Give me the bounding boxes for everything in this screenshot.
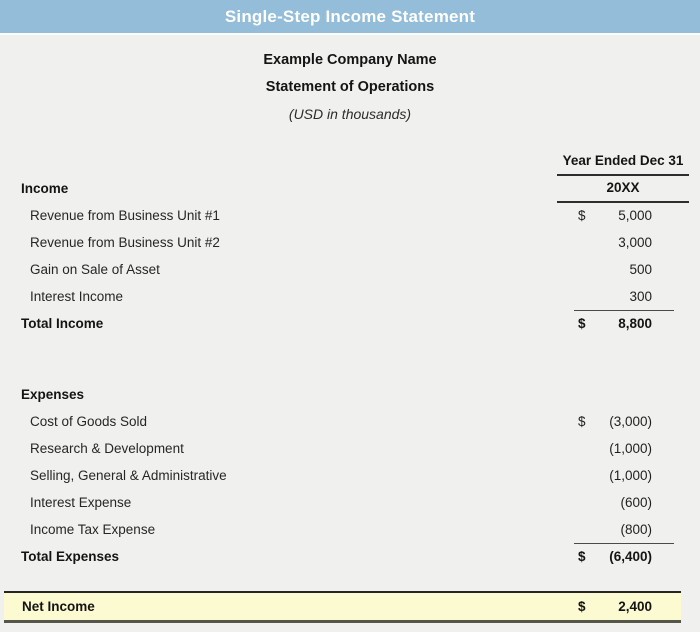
row-label: Gain on Sale of Asset [30, 262, 160, 277]
net-income-value: 2,400 [618, 599, 652, 614]
total-expenses-row: Total Expenses $ (6,400) [0, 543, 700, 570]
row-value-cell: (1,000) [574, 462, 674, 489]
table-row: Revenue from Business Unit #1 $ 5,000 [0, 202, 700, 229]
expenses-section-label: Expenses [21, 387, 85, 402]
row-value: 3,000 [618, 235, 652, 250]
row-value-cell: $ 8,800 [574, 310, 674, 337]
table-row: Gain on Sale of Asset 500 [0, 256, 700, 283]
currency-symbol: $ [578, 549, 586, 564]
statement-name: Statement of Operations [265, 79, 435, 95]
table-row: Selling, General & Administrative (1,000… [0, 462, 700, 489]
row-value: (600) [620, 495, 652, 510]
row-value-cell: $ (6,400) [574, 543, 674, 570]
column-header-row: Year Ended Dec 31 [0, 147, 700, 176]
currency-symbol: $ [578, 208, 586, 223]
row-value-cell: 3,000 [574, 229, 674, 256]
row-value: (3,000) [609, 414, 652, 429]
currency-symbol: $ [578, 414, 586, 429]
row-label: Interest Income [30, 289, 124, 304]
net-income-value-cell: $ 2,400 [574, 593, 674, 620]
year-header: 20XX [557, 174, 689, 203]
total-expenses-value: (6,400) [609, 549, 652, 564]
total-income-row: Total Income $ 8,800 [0, 310, 700, 337]
spacer [0, 570, 700, 591]
row-label: Revenue from Business Unit #2 [30, 235, 220, 250]
table-row: Revenue from Business Unit #2 3,000 [0, 229, 700, 256]
spacer [0, 128, 700, 148]
table-row: Interest Expense (600) [0, 489, 700, 516]
company-name: Example Company Name [263, 52, 437, 68]
row-value-cell: 500 [574, 256, 674, 283]
row-value-cell: 300 [574, 283, 674, 311]
company-heading: Example Company Name Statement of Operat… [0, 35, 700, 128]
row-label: Income Tax Expense [30, 522, 156, 537]
expenses-section-row: Expenses [0, 381, 700, 408]
total-expenses-label: Total Expenses [21, 549, 120, 564]
row-label: Research & Development [30, 441, 184, 456]
income-section-row: Income 20XX [0, 174, 700, 203]
row-value-cell: (600) [574, 489, 674, 516]
spacer [0, 337, 700, 381]
row-label: Cost of Goods Sold [30, 414, 148, 429]
row-value-cell: (1,000) [574, 435, 674, 462]
row-label: Revenue from Business Unit #1 [30, 208, 220, 223]
net-income-label: Net Income [22, 599, 95, 614]
row-label: Selling, General & Administrative [30, 468, 227, 483]
total-income-value: 8,800 [618, 316, 652, 331]
currency-symbol: $ [578, 599, 586, 614]
table-row: Cost of Goods Sold $ (3,000) [0, 408, 700, 435]
row-value: (1,000) [609, 441, 652, 456]
units-note: (USD in thousands) [288, 106, 412, 122]
table-row: Income Tax Expense (800) [0, 516, 700, 544]
row-value-cell: (800) [574, 516, 674, 544]
table-row: Research & Development (1,000) [0, 435, 700, 462]
page-title: Single-Step Income Statement [224, 6, 476, 26]
currency-symbol: $ [578, 316, 586, 331]
title-bar: Single-Step Income Statement [0, 0, 700, 35]
period-header: Year Ended Dec 31 [557, 147, 689, 176]
row-label: Interest Expense [30, 495, 132, 510]
row-value: 300 [629, 288, 652, 304]
row-value: (800) [620, 521, 652, 537]
row-value: (1,000) [609, 468, 652, 483]
income-section-label: Income [21, 181, 69, 196]
row-value: 500 [629, 262, 652, 277]
total-income-label: Total Income [21, 316, 104, 331]
table-row: Interest Income 300 [0, 283, 700, 311]
net-income-row: Net Income $ 2,400 [4, 591, 681, 623]
row-value: 5,000 [618, 208, 652, 223]
row-value-cell: $ (3,000) [574, 408, 674, 435]
row-value-cell: $ 5,000 [574, 202, 674, 229]
